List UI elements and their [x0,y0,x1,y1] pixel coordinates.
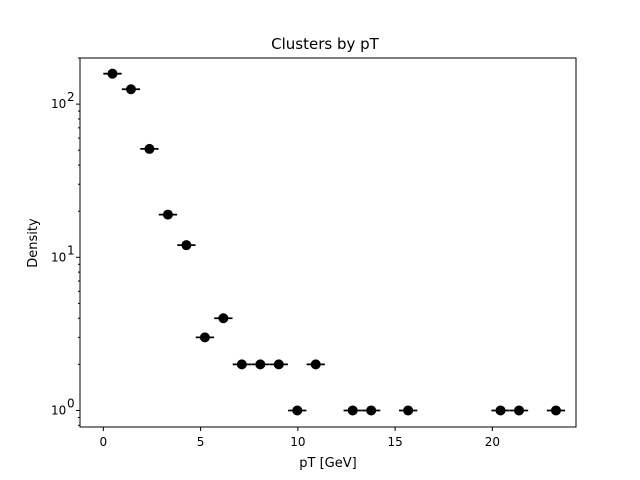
y-tick-label-exponent: 2 [67,90,75,104]
x-axis-label: pT [GeV] [299,456,356,471]
x-tick-label: 20 [485,435,500,449]
data-point [236,359,247,370]
data-point [495,405,506,416]
x-tick-label: 15 [387,435,402,449]
x-tick-label: 0 [100,435,108,449]
y-tick-label: 10 [51,250,66,264]
data-point [292,405,303,416]
data-point [310,359,321,370]
plot-frame [79,57,577,428]
data-point [162,209,173,220]
plot-area [103,68,566,416]
y-tick-label-exponent: 1 [67,243,75,257]
data-point [347,405,358,416]
y-tick-label: 10 [51,403,66,417]
data-point [550,405,561,416]
y-tick-label-exponent: 0 [67,396,75,410]
chart-title: Clusters by pT [271,35,380,53]
data-point [199,332,210,343]
data-point [514,405,525,416]
data-point [218,313,229,324]
y-tick-label: 10 [51,97,66,111]
data-point [255,359,266,370]
y-axis-label: Density [26,218,41,268]
data-point [144,143,155,154]
x-tick-label: 10 [290,435,305,449]
x-axis-ticks: 0 5 10 15 20 [100,427,500,449]
data-point [273,359,284,370]
data-point [403,405,414,416]
data-point [366,405,377,416]
data-point [125,84,136,95]
data-point [181,240,192,251]
data-point [107,68,118,79]
x-tick-label: 5 [197,435,205,449]
